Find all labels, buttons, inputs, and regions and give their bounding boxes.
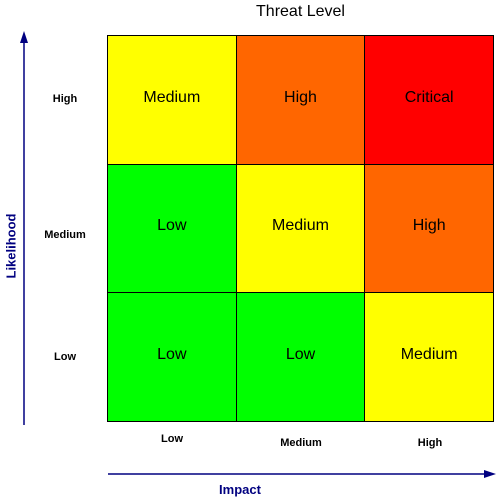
x-tick-high: High — [417, 437, 443, 449]
cell-low-low: Low — [108, 293, 237, 422]
cell-medium-high: High — [365, 164, 494, 294]
y-tick-medium: Medium — [44, 229, 86, 241]
threat-matrix: Medium High Critical Low Medium High Low… — [107, 35, 494, 422]
x-axis-arrowhead — [484, 470, 496, 478]
cell-low-medium: Low — [236, 293, 366, 422]
x-tick-medium: Medium — [280, 437, 322, 449]
x-axis-label: Impact — [219, 482, 261, 497]
cell-high-high: Critical — [365, 36, 494, 165]
x-tick-low: Low — [161, 433, 183, 445]
y-tick-high: High — [52, 93, 78, 105]
cell-medium-low: Low — [108, 164, 237, 294]
y-tick-low: Low — [54, 351, 76, 363]
cell-low-high: Medium — [365, 293, 494, 422]
y-axis-arrowhead — [20, 31, 28, 43]
chart-title: Threat Level — [256, 3, 345, 20]
y-axis-label: Likelihood — [3, 213, 19, 279]
cell-medium-medium: Medium — [236, 164, 366, 294]
cell-high-medium: High — [236, 36, 366, 165]
cell-high-low: Medium — [108, 36, 237, 165]
